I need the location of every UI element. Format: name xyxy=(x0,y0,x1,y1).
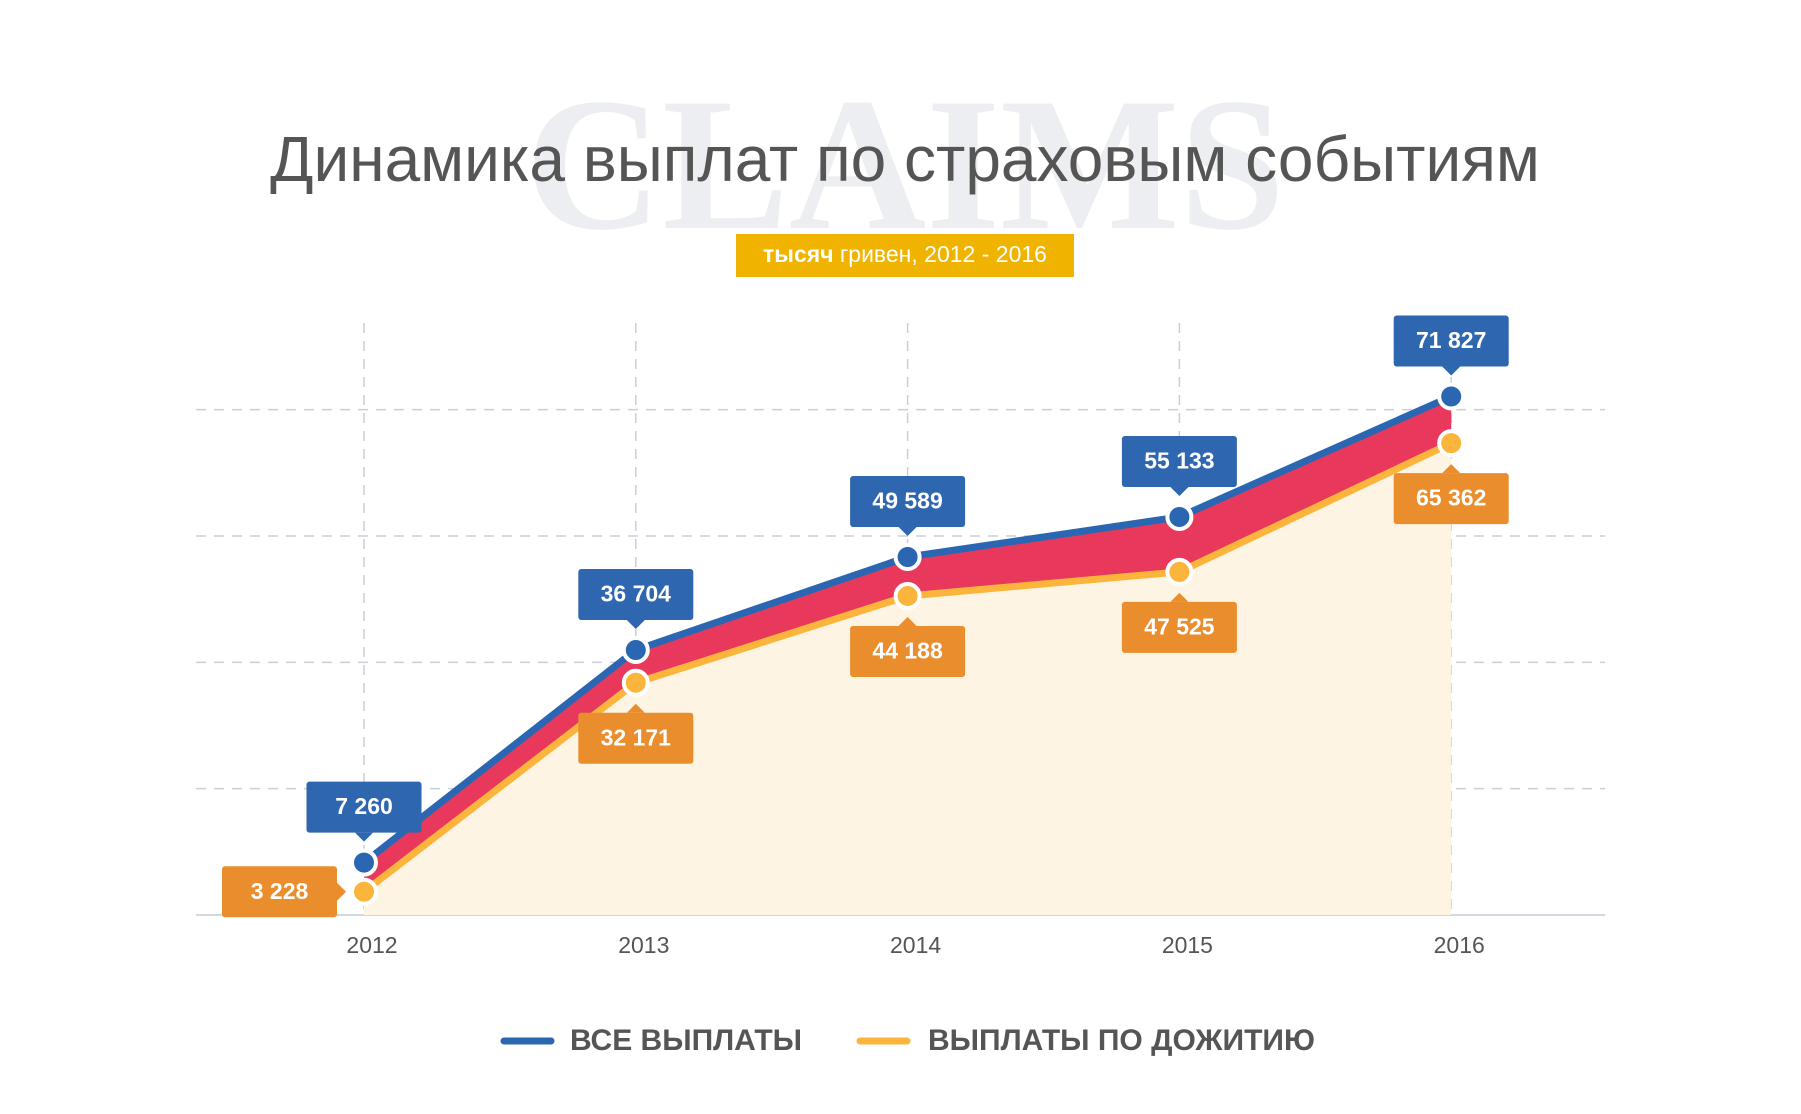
value-label-box xyxy=(222,866,337,918)
value-label-box xyxy=(1393,315,1509,367)
value-label-box xyxy=(850,475,966,527)
subtitle-box xyxy=(736,234,1074,277)
subtitle: тысяч гривен, 2012 - 2016 xyxy=(763,241,1047,267)
point xyxy=(621,636,650,665)
value-label: 32 171 xyxy=(601,724,672,750)
point xyxy=(350,877,378,906)
point xyxy=(621,668,650,697)
point xyxy=(1165,557,1194,586)
subtitle-text: гривен, 2012 - 2016 xyxy=(840,241,1047,267)
area xyxy=(364,443,1452,915)
value-label-pointer xyxy=(898,616,917,626)
value-label-pointer xyxy=(1170,592,1189,602)
point xyxy=(893,581,922,610)
chart-title: Динамика выплат по страховым событиям xyxy=(270,123,1540,195)
legend-label: ВСЕ ВЫПЛАТЫ xyxy=(570,1024,802,1057)
legend-label: ВЫПЛАТЫ ПО ДОЖИТИЮ xyxy=(928,1024,1315,1057)
value-label: 44 188 xyxy=(872,638,943,664)
x-tick-label: 2015 xyxy=(1162,932,1213,958)
value-label-pointer xyxy=(355,832,373,842)
value-label-pointer xyxy=(337,882,346,901)
value-label: 7 260 xyxy=(335,793,393,819)
x-tick-label: 2013 xyxy=(618,932,669,958)
value-label-pointer xyxy=(898,526,917,536)
value-label-box xyxy=(578,712,694,764)
value-label-box xyxy=(306,781,422,833)
x-tick-label: 2016 xyxy=(1434,932,1485,958)
value-label-pointer xyxy=(1442,464,1461,474)
value-label-box xyxy=(1393,473,1509,525)
value-label-pointer xyxy=(626,703,645,713)
value-label-pointer xyxy=(1442,366,1461,376)
point xyxy=(1437,382,1466,411)
value-label: 49 589 xyxy=(872,488,942,514)
point xyxy=(1165,502,1194,531)
value-label: 65 362 xyxy=(1416,485,1486,511)
value-label: 3 228 xyxy=(251,878,309,904)
value-label-box xyxy=(578,569,694,621)
value-label-pointer xyxy=(626,620,645,630)
value-label-box xyxy=(1121,435,1237,487)
value-label: 71 827 xyxy=(1416,327,1486,353)
point xyxy=(350,848,378,877)
point xyxy=(1437,429,1466,458)
value-label-box xyxy=(1121,601,1237,653)
x-tick-label: 2014 xyxy=(890,932,941,958)
value-label-pointer xyxy=(1170,486,1189,496)
value-label-box xyxy=(850,625,966,677)
value-label: 36 704 xyxy=(601,581,672,607)
value-label: 47 525 xyxy=(1144,613,1215,639)
x-tick-label: 2012 xyxy=(346,932,397,958)
subtitle-bold: тысяч xyxy=(763,241,833,267)
point xyxy=(893,542,922,571)
value-label: 55 133 xyxy=(1144,448,1214,474)
